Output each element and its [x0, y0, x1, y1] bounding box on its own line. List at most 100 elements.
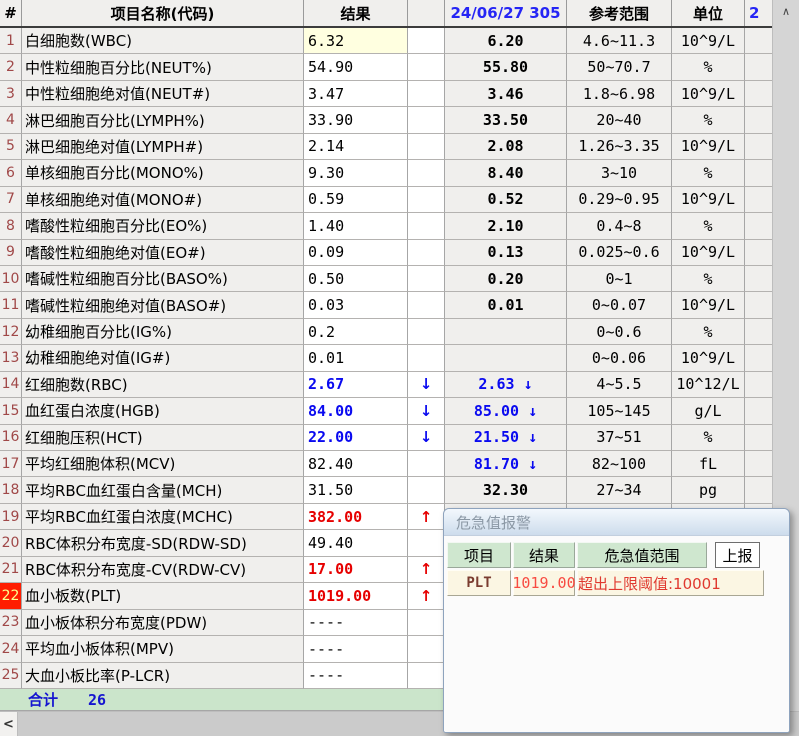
table-row[interactable]: 17 平均红细胞体积(MCV) 82.40 81.70 ↓ 82~100 fL — [0, 451, 772, 478]
alarm-table-row[interactable]: PLT 1019.00 超出上限阈值:10001 — [447, 570, 766, 596]
table-row[interactable]: 16 红细胞压积(HCT) 22.00 ↓ 21.50 ↓ 37~51% — [0, 424, 772, 451]
row-number-cell[interactable]: 5 — [0, 133, 22, 161]
table-row[interactable]: 3 中性粒细胞绝对值(NEUT#) 3.47 3.46 1.8~6.98 10^9/L — [0, 80, 772, 108]
row-number-cell[interactable]: 24 — [0, 636, 22, 663]
row-number-cell[interactable]: 6 — [0, 160, 22, 187]
row-number-cell[interactable]: 19 — [0, 503, 22, 531]
table-row[interactable]: 18 平均RBC血红蛋白含量(MCH) 31.50 32.30 27~34 pg — [0, 477, 772, 504]
result-cell[interactable]: ---- — [304, 609, 408, 637]
result-cell[interactable]: 1.40 — [304, 213, 408, 240]
row-number-cell[interactable]: 8 — [0, 213, 22, 240]
row-number-cell[interactable]: 13 — [0, 345, 22, 372]
row-number-cell[interactable]: 10 — [0, 265, 22, 293]
result-cell[interactable]: 3.47 — [304, 80, 408, 108]
item-name-cell[interactable]: 幼稚细胞绝对值(IG#) — [22, 345, 304, 372]
table-row[interactable]: 14 红细胞数(RBC) 2.67 ↓ 2.63 ↓ 4~5.5 10^12/L — [0, 371, 772, 399]
table-row[interactable]: 6 单核细胞百分比(MONO%) 9.30 8.40 3~10% — [0, 160, 772, 187]
row-number-cell[interactable]: 21 — [0, 556, 22, 584]
row-number-cell[interactable]: 15 — [0, 398, 22, 425]
result-cell[interactable]: 17.00 — [304, 556, 408, 584]
item-name-cell[interactable]: 平均RBC血红蛋白含量(MCH) — [22, 477, 304, 504]
item-name-cell[interactable]: RBC体积分布宽度-CV(RDW-CV) — [22, 556, 304, 584]
result-cell[interactable]: 0.03 — [304, 292, 408, 319]
item-name-cell[interactable]: 淋巴细胞百分比(LYMPH%) — [22, 107, 304, 134]
result-cell[interactable]: 82.40 — [304, 451, 408, 478]
item-name-cell[interactable]: 红细胞数(RBC) — [22, 371, 304, 399]
result-cell[interactable]: 0.09 — [304, 239, 408, 266]
result-cell[interactable]: 31.50 — [304, 477, 408, 504]
table-row[interactable]: 11 嗜碱性粒细胞绝对值(BASO#) 0.03 0.01 0~0.07 10^9/L — [0, 292, 772, 319]
item-name-cell[interactable]: 中性粒细胞百分比(NEUT%) — [22, 54, 304, 81]
row-number-cell[interactable]: 7 — [0, 186, 22, 214]
item-name-cell[interactable]: 嗜碱性粒细胞绝对值(BASO#) — [22, 292, 304, 319]
table-row[interactable]: 9 嗜酸性粒细胞绝对值(EO#) 0.09 0.13 0.025~0.6 10^9/L — [0, 239, 772, 266]
result-cell[interactable]: 49.40 — [304, 530, 408, 557]
result-cell[interactable]: 33.90 — [304, 107, 408, 134]
row-number-cell[interactable]: 9 — [0, 239, 22, 266]
result-cell[interactable]: 382.00 — [304, 503, 408, 531]
table-row[interactable]: 10 嗜碱性粒细胞百分比(BASO%) 0.50 0.20 0~1% — [0, 265, 772, 293]
row-number-cell[interactable]: 11 — [0, 292, 22, 319]
result-cell[interactable]: 6.32 — [304, 28, 408, 55]
item-name-cell[interactable]: 血小板数(PLT) — [22, 583, 304, 610]
item-name-cell[interactable]: 单核细胞绝对值(MONO#) — [22, 186, 304, 214]
result-cell[interactable]: ---- — [304, 662, 408, 689]
item-name-cell[interactable]: 红细胞压积(HCT) — [22, 424, 304, 451]
item-name-cell[interactable]: 单核细胞百分比(MONO%) — [22, 160, 304, 187]
result-cell[interactable]: 2.14 — [304, 133, 408, 161]
next-date-cell — [745, 239, 772, 266]
row-number-cell[interactable]: 17 — [0, 451, 22, 478]
row-number-cell[interactable]: 1 — [0, 28, 22, 55]
result-cell[interactable]: 0.59 — [304, 186, 408, 214]
scrollbar-left-icon[interactable]: < — [0, 712, 18, 736]
report-button[interactable]: 上报 — [715, 542, 760, 568]
result-cell[interactable]: 0.01 — [304, 345, 408, 372]
result-cell[interactable]: 54.90 — [304, 54, 408, 81]
result-cell[interactable]: 2.67 — [304, 371, 408, 399]
item-name-cell[interactable]: 淋巴细胞绝对值(LYMPH#) — [22, 133, 304, 161]
flag-arrow-cell: ↑ — [408, 556, 445, 584]
item-name-cell[interactable]: 嗜酸性粒细胞百分比(EO%) — [22, 213, 304, 240]
row-number-cell[interactable]: 3 — [0, 80, 22, 108]
table-row[interactable]: 5 淋巴细胞绝对值(LYMPH#) 2.14 2.08 1.26~3.35 10^9/L — [0, 133, 772, 161]
row-number-cell[interactable]: 23 — [0, 609, 22, 637]
item-name-cell[interactable]: 幼稚细胞百分比(IG%) — [22, 318, 304, 346]
row-number-cell[interactable]: 12 — [0, 318, 22, 346]
result-cell[interactable]: ---- — [304, 636, 408, 663]
scrollbar-up-icon[interactable]: ∧ — [773, 0, 799, 22]
result-cell[interactable]: 9.30 — [304, 160, 408, 187]
result-cell[interactable]: 22.00 — [304, 424, 408, 451]
item-name-cell[interactable]: 血小板体积分布宽度(PDW) — [22, 609, 304, 637]
item-name-cell[interactable]: 中性粒细胞绝对值(NEUT#) — [22, 80, 304, 108]
item-name-cell[interactable]: RBC体积分布宽度-SD(RDW-SD) — [22, 530, 304, 557]
table-row[interactable]: 1 白细胞数(WBC) 6.32 6.20 4.6~11.3 10^9/L — [0, 28, 772, 55]
item-name-cell[interactable]: 平均血小板体积(MPV) — [22, 636, 304, 663]
result-cell[interactable]: 1019.00 — [304, 583, 408, 610]
result-cell[interactable]: 84.00 — [304, 398, 408, 425]
table-row[interactable]: 4 淋巴细胞百分比(LYMPH%) 33.90 33.50 20~40% — [0, 107, 772, 134]
table-row[interactable]: 2 中性粒细胞百分比(NEUT%) 54.90 55.80 50~70.7% — [0, 54, 772, 81]
table-row[interactable]: 15 血红蛋白浓度(HGB) 84.00 ↓ 85.00 ↓ 105~145 g/L — [0, 398, 772, 425]
row-number-cell[interactable]: 25 — [0, 662, 22, 689]
row-number-cell[interactable]: 14 — [0, 371, 22, 399]
table-row[interactable]: 13 幼稚细胞绝对值(IG#) 0.01 0~0.06 10^9/L — [0, 345, 772, 372]
table-row[interactable]: 12 幼稚细胞百分比(IG%) 0.2 0~0.6% — [0, 318, 772, 346]
item-name-cell[interactable]: 平均RBC血红蛋白浓度(MCHC) — [22, 503, 304, 531]
row-number-cell[interactable]: 16 — [0, 424, 22, 451]
item-name-cell[interactable]: 大血小板比率(P-LCR) — [22, 662, 304, 689]
row-number-cell[interactable]: 4 — [0, 107, 22, 134]
item-name-cell[interactable]: 嗜碱性粒细胞百分比(BASO%) — [22, 265, 304, 293]
item-name-cell[interactable]: 嗜酸性粒细胞绝对值(EO#) — [22, 239, 304, 266]
row-number-cell[interactable]: 2 — [0, 54, 22, 81]
item-name-cell[interactable]: 平均红细胞体积(MCV) — [22, 451, 304, 478]
result-cell[interactable]: 0.2 — [304, 318, 408, 346]
table-row[interactable]: 8 嗜酸性粒细胞百分比(EO%) 1.40 2.10 0.4~8% — [0, 213, 772, 240]
dialog-titlebar[interactable]: 危急值报警 — [444, 509, 789, 536]
row-number-cell[interactable]: 18 — [0, 477, 22, 504]
row-number-cell[interactable]: 20 — [0, 530, 22, 557]
item-name-cell[interactable]: 白细胞数(WBC) — [22, 28, 304, 55]
row-number-cell[interactable]: 22 — [0, 583, 22, 610]
result-cell[interactable]: 0.50 — [304, 265, 408, 293]
item-name-cell[interactable]: 血红蛋白浓度(HGB) — [22, 398, 304, 425]
table-row[interactable]: 7 单核细胞绝对值(MONO#) 0.59 0.52 0.29~0.95 10^9/L — [0, 186, 772, 214]
